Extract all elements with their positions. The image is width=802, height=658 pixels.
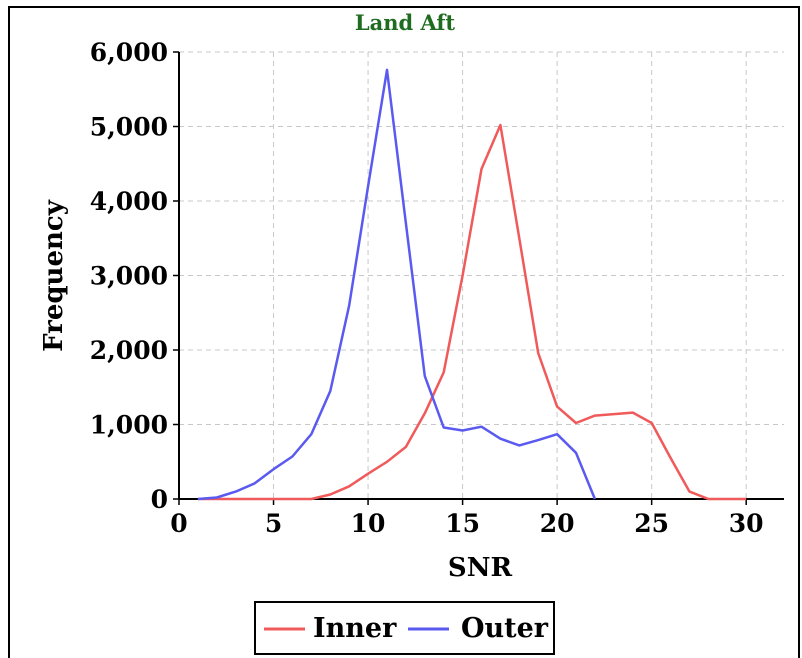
y-axis-title: Frequency xyxy=(39,199,69,352)
x-tick-label: 10 xyxy=(351,509,386,538)
y-tick-label: 1,000 xyxy=(90,411,168,440)
y-tick-label: 4,000 xyxy=(90,187,168,216)
y-tick-label: 6,000 xyxy=(90,38,168,67)
x-tick-label: 0 xyxy=(170,509,187,538)
series-line-outer xyxy=(197,68,597,501)
legend: Inner Outer xyxy=(254,601,555,655)
series xyxy=(197,68,747,501)
x-tick-label: 25 xyxy=(634,509,669,538)
x-tick-label: 15 xyxy=(445,509,480,538)
chart-title: Land Aft xyxy=(355,10,456,35)
y-tick-label: 5,000 xyxy=(90,113,168,142)
legend-label-outer: Outer xyxy=(461,613,549,644)
x-axis-title: SNR xyxy=(448,553,513,583)
y-tick-label: 3,000 xyxy=(90,262,168,291)
chart-frame xyxy=(8,6,800,658)
x-tick-label: 20 xyxy=(540,509,575,538)
grid xyxy=(179,51,784,499)
x-tick-label: 5 xyxy=(265,509,282,538)
y-tick-label: 0 xyxy=(151,485,168,514)
y-tick-label: 2,000 xyxy=(90,336,168,365)
series-line-inner xyxy=(197,123,747,501)
axes: 0 5 10 15 20 25 30 0 1,000 2,000 3,000 4,000 5,000 6,… xyxy=(90,38,784,538)
x-tick-label: 30 xyxy=(729,509,764,538)
legend-label-inner: Inner xyxy=(313,613,397,644)
